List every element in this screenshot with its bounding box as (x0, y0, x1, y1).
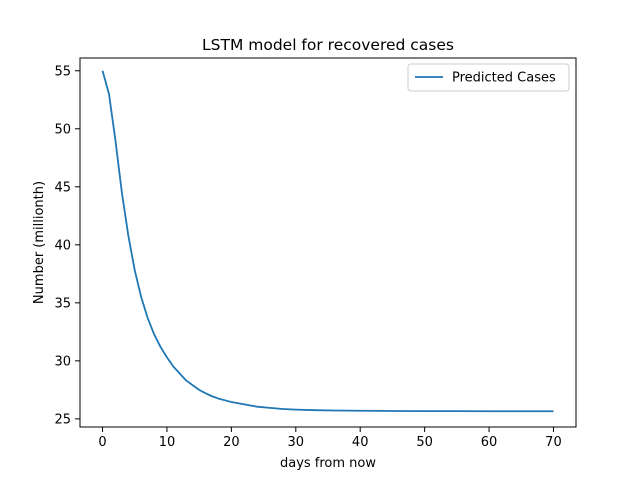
y-tick-label: 35 (54, 296, 71, 311)
y-tick-label: 45 (54, 180, 71, 195)
x-tick-label: 20 (223, 435, 240, 450)
y-tick-label: 55 (54, 64, 71, 79)
plot-area (101, 70, 554, 413)
y-tick-label: 40 (54, 238, 71, 253)
x-tick-label: 30 (288, 435, 305, 450)
axis-ticks: 0 10 20 30 40 50 60 70 25 30 35 40 45 50 55 (54, 64, 561, 450)
y-tick-label: 25 (54, 412, 71, 427)
chart-title: LSTM model for recovered cases (202, 36, 454, 54)
y-tick-label: 50 (54, 122, 71, 137)
x-axis-label: days from now (280, 456, 376, 471)
x-tick-label: 60 (481, 435, 498, 450)
x-tick-label: 70 (545, 435, 562, 450)
y-axis-label: Number (millionth) (32, 181, 47, 304)
legend: Predicted Cases (407, 63, 570, 92)
y-tick-label: 30 (54, 354, 71, 369)
x-tick-label: 0 (98, 435, 106, 450)
legend-label-predicted-cases: Predicted Cases (452, 71, 556, 86)
series-line-predicted-cases (101, 70, 554, 413)
x-tick-label: 50 (416, 435, 433, 450)
plot-frame (79, 57, 577, 428)
legend-box (407, 63, 570, 92)
x-tick-label: 10 (159, 435, 176, 450)
x-tick-label: 40 (352, 435, 369, 450)
